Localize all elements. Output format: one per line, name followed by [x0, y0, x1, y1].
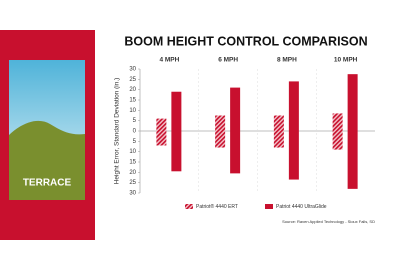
y-tick-label: 30 [129, 191, 136, 197]
y-tick-label: 0 [133, 129, 137, 135]
y-tick-label: 5 [133, 139, 137, 145]
y-tick-label: 15 [129, 160, 136, 166]
category-label: 8 MPH [277, 57, 297, 64]
range-bar [156, 118, 167, 146]
y-tick-label: 25 [129, 77, 136, 83]
y-tick-label: 25 [129, 180, 136, 186]
legend-swatch [185, 204, 193, 209]
range-bar [215, 115, 226, 148]
range-bar [347, 74, 358, 189]
y-tick-label: 5 [133, 118, 137, 124]
y-tick-label: 10 [129, 149, 136, 155]
range-bar [273, 115, 284, 148]
category-label: 4 MPH [159, 57, 179, 64]
panel-label: TERRACE [23, 178, 72, 189]
chart-title: BOOM HEIGHT CONTROL COMPARISON [124, 34, 367, 48]
y-tick-label: 20 [129, 87, 136, 93]
legend-label: Patriot 4440 UltraGlide [276, 204, 327, 210]
range-bar [230, 87, 241, 174]
source-note: Source: Raven Applied Technology - Sioux… [282, 219, 375, 224]
legend-label: Patriot® 4440 ERT [196, 203, 238, 210]
range-bar [288, 81, 299, 180]
side-panel: TERRACE [0, 30, 95, 240]
y-tick-label: 10 [129, 108, 136, 114]
y-tick-label: 30 [129, 67, 136, 73]
range-bar [332, 113, 343, 150]
legend-swatch [265, 204, 273, 209]
category-label: 6 MPH [218, 57, 238, 64]
range-bar [171, 91, 182, 172]
y-tick-label: 20 [129, 170, 136, 176]
category-label: 10 MPH [334, 57, 358, 64]
y-tick-label: 15 [129, 98, 136, 104]
y-axis-label: Height Error, Standard Deviation (in.) [114, 78, 121, 185]
